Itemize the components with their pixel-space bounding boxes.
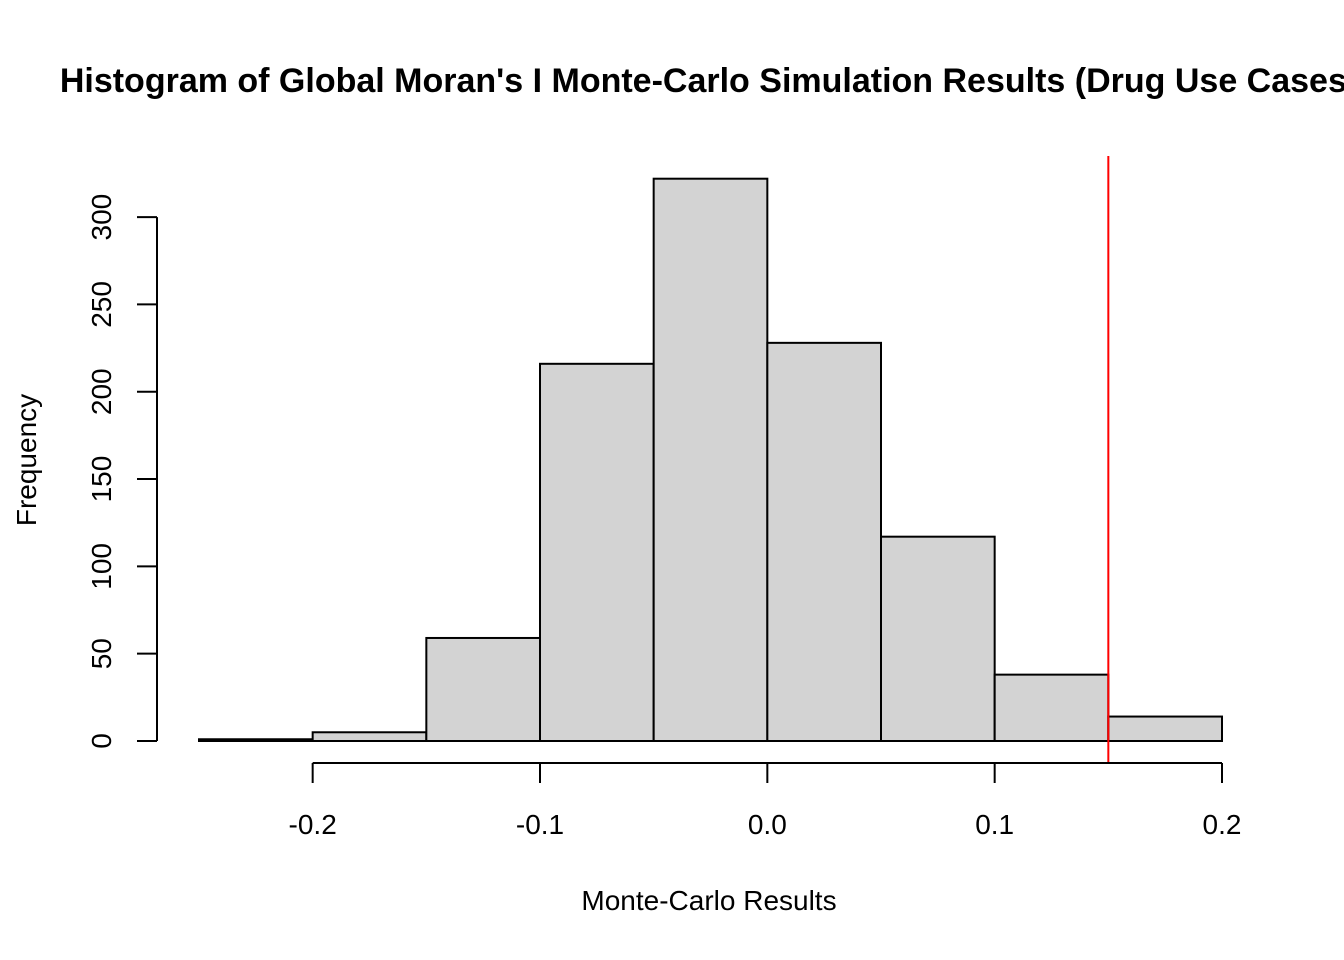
x-axis-title: Monte-Carlo Results bbox=[581, 885, 836, 916]
histogram-bar bbox=[1107, 715, 1224, 743]
y-tick-label: 0 bbox=[86, 733, 117, 749]
y-tick-label: 100 bbox=[86, 543, 117, 590]
histogram-bar bbox=[652, 177, 769, 743]
x-tick-label: -0.1 bbox=[516, 809, 564, 840]
chart-title: Histogram of Global Moran's I Monte-Carl… bbox=[60, 62, 1344, 100]
y-tick-label: 250 bbox=[86, 281, 117, 328]
y-tick-label: 50 bbox=[86, 638, 117, 669]
y-tick-label: 150 bbox=[86, 456, 117, 503]
y-axis-title: Frequency bbox=[11, 394, 42, 526]
histogram-bar bbox=[425, 636, 542, 743]
y-tick-label: 300 bbox=[86, 194, 117, 241]
histogram-bar bbox=[993, 673, 1110, 742]
x-tick-label: 0.0 bbox=[748, 809, 787, 840]
histogram-bar bbox=[311, 731, 428, 743]
histogram-bar bbox=[880, 535, 996, 743]
histogram-bars bbox=[198, 177, 1224, 743]
y-tick-label: 200 bbox=[86, 368, 117, 415]
histogram-bar bbox=[198, 738, 314, 742]
histogram-bar bbox=[766, 341, 882, 742]
x-tick-label: 0.1 bbox=[975, 809, 1014, 840]
y-axis: 0 50 100 150 200 250 300 bbox=[86, 194, 158, 749]
x-axis: -0.2 -0.1 0.0 0.1 0.2 bbox=[289, 762, 1242, 840]
x-tick-label: -0.2 bbox=[289, 809, 337, 840]
x-tick-label: 0.2 bbox=[1203, 809, 1242, 840]
histogram-bar bbox=[539, 362, 655, 742]
